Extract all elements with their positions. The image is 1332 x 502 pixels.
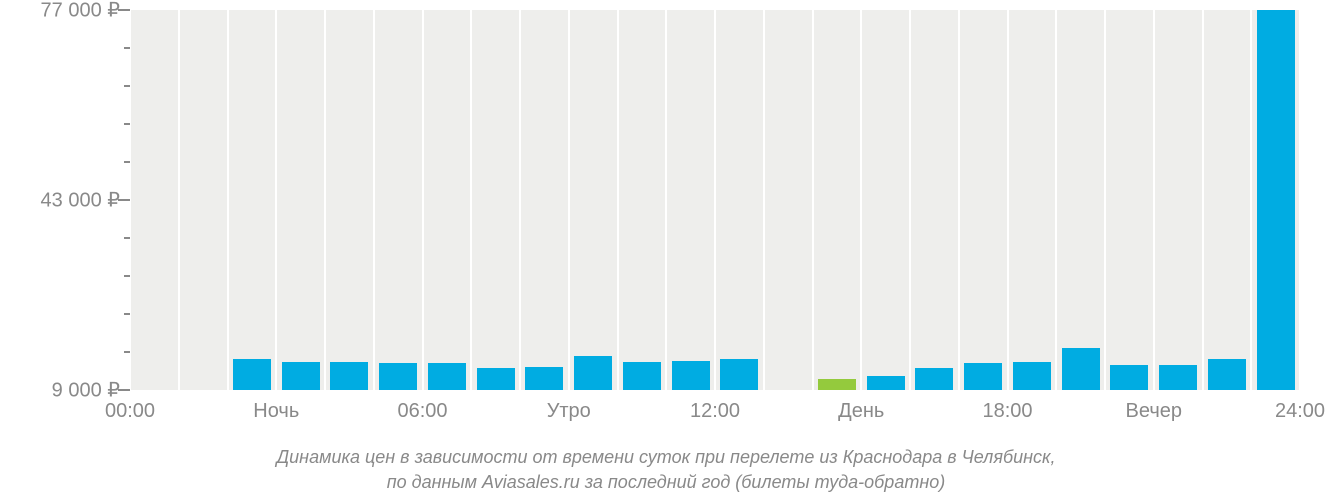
gridline-v [909,10,911,390]
gridline-v [1299,10,1301,390]
gridline-v [519,10,521,390]
gridline-v [714,10,716,390]
x-axis-period-label: Утро [547,400,591,423]
y-tick-minor [124,161,130,163]
price-bar [720,359,758,390]
caption-line-2: по данным Aviasales.ru за последний год … [387,472,946,492]
price-by-hour-chart: 77 000 ₽ 43 000 ₽ 9 000 ₽ 00:00 06:00 12:00 1… [0,0,1332,502]
gridline-v [1104,10,1106,390]
gridline-v [568,10,570,390]
gridline-v [178,10,180,390]
chart-caption: Динамика цен в зависимости от времени су… [0,445,1332,495]
gridline-v [1250,10,1252,390]
plot-area [130,10,1300,390]
gridline-v [617,10,619,390]
gridline-v [665,10,667,390]
price-bar [1013,362,1051,390]
gridline-v [1055,10,1057,390]
price-bar [1208,359,1246,390]
price-bar [915,368,953,390]
price-bar [477,368,515,390]
caption-line-1: Динамика цен в зависимости от времени су… [277,447,1056,467]
gridline-v [763,10,765,390]
y-tick-minor [124,351,130,353]
gridline-v [373,10,375,390]
price-bar [623,362,661,390]
price-bar [330,362,368,390]
y-tick-minor [124,275,130,277]
price-bar [964,363,1002,390]
price-bar [282,362,320,390]
price-bar [1062,348,1100,390]
gridline-v [470,10,472,390]
price-bar [574,356,612,390]
gridline-v [324,10,326,390]
x-axis-period-label: Вечер [1126,400,1182,423]
gridline-v [860,10,862,390]
y-tick-minor [124,313,130,315]
y-tick-minor [124,123,130,125]
price-bar [818,379,856,390]
y-tick-minor [124,47,130,49]
gridline-v [422,10,424,390]
price-bar [672,361,710,390]
gridline-v [227,10,229,390]
price-bar [233,359,271,390]
gridline-v [1202,10,1204,390]
price-bar [525,367,563,390]
y-tick-minor [124,237,130,239]
x-axis-hour-label: 18:00 [982,400,1032,423]
price-bar [428,363,466,390]
y-axis-label: 9 000 ₽ [52,378,120,403]
gridline-v [1153,10,1155,390]
x-axis-period-label: День [838,400,884,423]
price-bar [379,363,417,390]
x-axis-hour-label: 06:00 [397,400,447,423]
gridline-v [812,10,814,390]
y-axis-label: 43 000 ₽ [41,188,120,213]
gridline-v [1007,10,1009,390]
gridline-v [275,10,277,390]
price-bar [1159,365,1197,390]
x-axis-hour-label: 00:00 [105,400,155,423]
price-bar [867,376,905,390]
y-axis-label: 77 000 ₽ [41,0,120,23]
x-axis-hour-label: 12:00 [690,400,740,423]
x-axis-hour-label: 24:00 [1275,400,1325,423]
x-axis-period-label: Ночь [253,400,299,423]
y-tick-minor [124,85,130,87]
price-bar [1257,10,1295,390]
gridline-v [958,10,960,390]
price-bar [1110,365,1148,390]
